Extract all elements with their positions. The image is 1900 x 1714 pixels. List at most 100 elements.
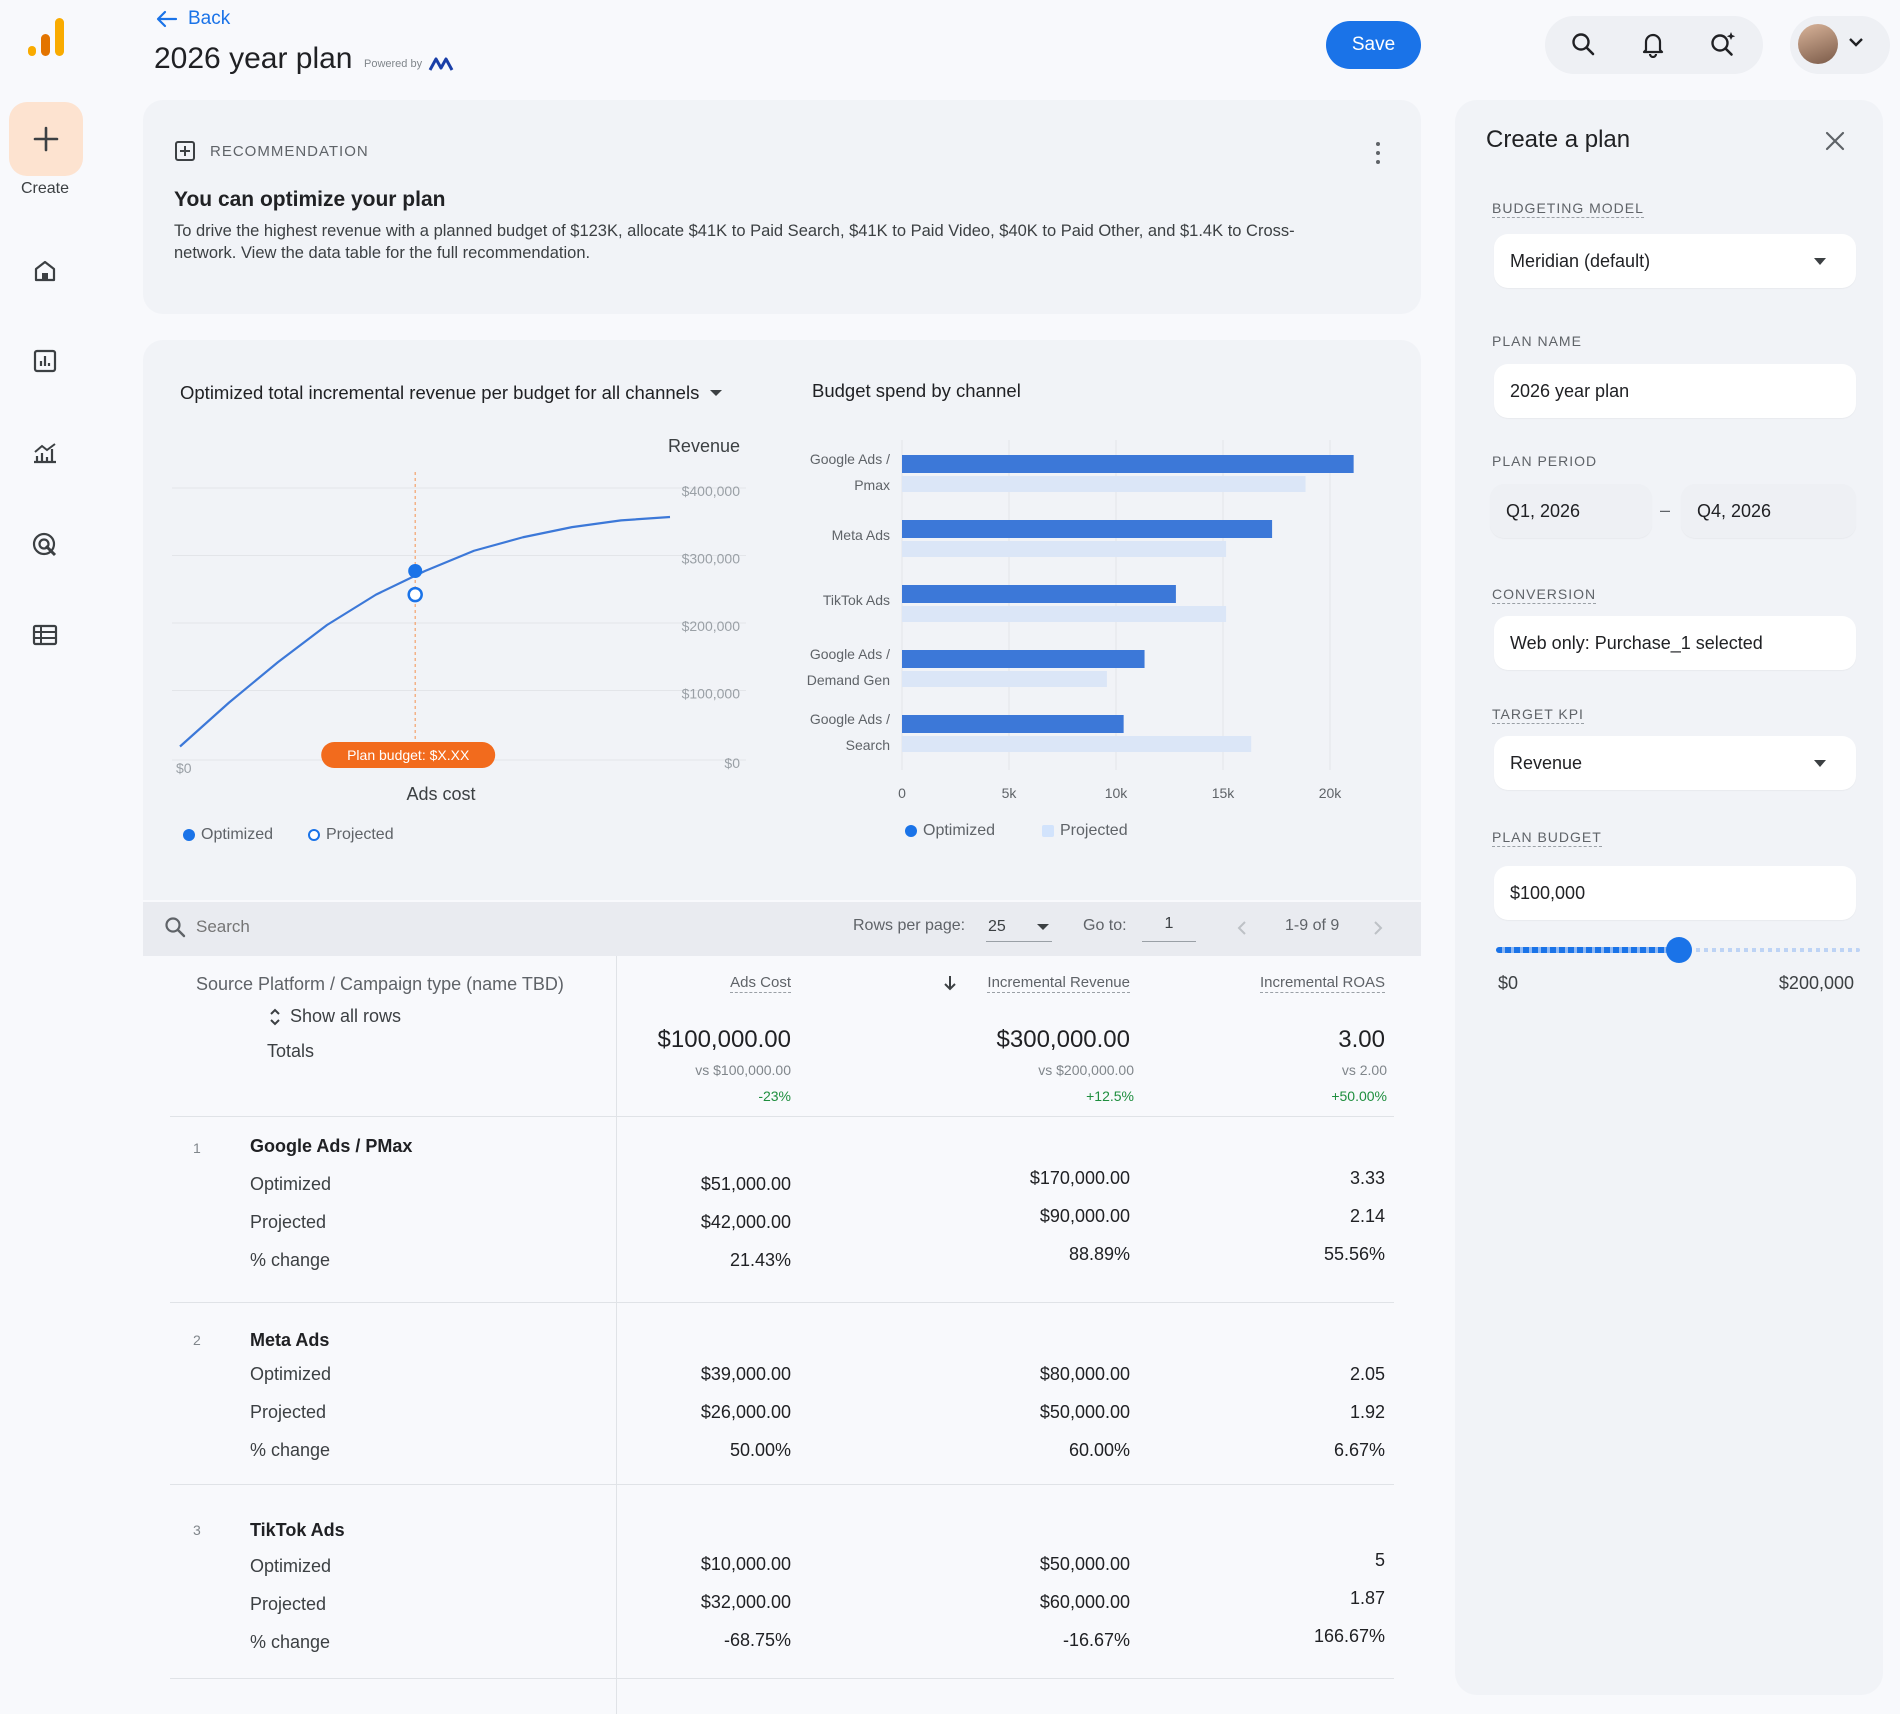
search-icon[interactable]	[1567, 28, 1599, 60]
bar-optimized	[902, 585, 1176, 603]
plan-budget-input[interactable]: $100,000	[1494, 866, 1856, 920]
rows-per-page-select[interactable]: 25	[986, 912, 1052, 942]
create-label: Create	[20, 180, 70, 197]
expand-collapse-icon	[270, 1008, 280, 1025]
bar-legend-projected-swatch	[1042, 825, 1054, 837]
show-all-rows-toggle[interactable]: Show all rows	[268, 1006, 401, 1027]
budgeting-model-value: Meridian (default)	[1510, 250, 1651, 271]
y-tick-label: $100,000	[682, 686, 741, 702]
cell-ads-cost-change: -68.75%	[723, 1630, 791, 1650]
save-button[interactable]: Save	[1326, 21, 1421, 69]
more-options-icon[interactable]	[1370, 138, 1386, 168]
plan-budget-tag-label: Plan budget: $X.XX	[347, 747, 470, 763]
show-all-rows-label: Show all rows	[290, 1006, 402, 1026]
line-chart-title: Optimized total incremental revenue per …	[180, 382, 700, 403]
home-icon[interactable]	[28, 254, 62, 288]
chevron-right-icon[interactable]	[1372, 920, 1384, 936]
period-end-select[interactable]: Q4, 2026	[1681, 484, 1856, 538]
optimized-marker	[408, 564, 423, 578]
row-channel-name[interactable]: Meta Ads	[250, 1330, 330, 1350]
row-divider	[170, 1484, 1394, 1485]
bar-optimized	[902, 520, 1273, 538]
bar-chart: 0 5k 10k 15k 20k Google Ads / Pmax Meta Ads TikT…	[807, 440, 1354, 801]
cell-revenue-change: 88.89%	[1068, 1244, 1130, 1264]
row-divider	[170, 1116, 1394, 1117]
avatar[interactable]	[1798, 24, 1838, 64]
optimized-revenue-line	[179, 515, 671, 748]
plan-name-input[interactable]: 2026 year plan	[1494, 364, 1856, 418]
row-channel-name[interactable]: TikTok Ads	[250, 1520, 345, 1540]
powered-by-label: Powered by	[364, 58, 423, 70]
sort-arrow-down-icon[interactable]	[942, 974, 958, 992]
legend-projected-dot	[308, 829, 320, 841]
table-search-icon[interactable]	[164, 916, 186, 938]
explore-icon[interactable]	[28, 436, 62, 470]
row-number: 3	[193, 1522, 201, 1538]
chevron-down-icon[interactable]	[1848, 36, 1864, 48]
category-label: Demand Gen	[807, 672, 890, 688]
cell-ads-cost-projected: $42,000.00	[700, 1212, 791, 1232]
cell-roas-optimized: 2.05	[1349, 1364, 1385, 1384]
recommendation-icon	[175, 141, 195, 161]
bar-legend-optimized-label: Optimized	[923, 822, 996, 839]
bar-chart-title: Budget spend by channel	[812, 380, 1021, 401]
category-label: Pmax	[854, 477, 890, 493]
col-header-revenue[interactable]: Incremental Revenue	[987, 974, 1130, 993]
cell-ads-cost-optimized: $51,000.00	[700, 1174, 791, 1194]
search-insights-icon[interactable]	[1707, 28, 1739, 60]
total-ads-cost-vs: vs $100,000.00	[695, 1062, 791, 1078]
table-search-input[interactable]	[196, 914, 496, 940]
target-kpi-select[interactable]: Revenue	[1494, 736, 1856, 790]
reports-icon[interactable]	[28, 344, 62, 378]
col-header-roas[interactable]: Incremental ROAS	[1259, 974, 1385, 993]
cell-revenue-projected: $90,000.00	[1039, 1206, 1130, 1226]
bar-optimized	[902, 650, 1145, 668]
conversion-select[interactable]: Web only: Purchase_1 selected	[1494, 616, 1856, 670]
total-revenue: $300,000.00	[996, 1026, 1130, 1053]
category-label: Meta Ads	[832, 527, 890, 543]
line-chart-xlabel: Ads cost	[406, 784, 475, 804]
total-roas-vs: vs 2.00	[1341, 1062, 1387, 1078]
category-label: Search	[846, 737, 890, 753]
period-start-select[interactable]: Q1, 2026	[1490, 484, 1652, 538]
x-tick-label: 15k	[1212, 785, 1236, 801]
create-button[interactable]	[9, 102, 83, 176]
cell-ads-cost-change: 21.43%	[729, 1250, 791, 1270]
advertising-icon[interactable]	[28, 528, 62, 562]
line-chart-title-dropdown[interactable]: Optimized total incremental revenue per …	[180, 382, 723, 404]
analytics-logo-icon[interactable]	[26, 16, 66, 60]
slider-max-label: $200,000	[1778, 973, 1854, 993]
budget-slider-thumb[interactable]	[1666, 937, 1692, 963]
period-separator: –	[1660, 500, 1671, 520]
x-tick-label: 0	[898, 785, 906, 801]
row-number: 2	[193, 1332, 201, 1348]
chevron-left-icon[interactable]	[1236, 920, 1248, 936]
plan-name-label: PLAN NAME	[1492, 333, 1582, 349]
row-channel-name[interactable]: Google Ads / PMax	[250, 1136, 413, 1156]
cell-ads-cost-projected: $26,000.00	[700, 1402, 791, 1422]
bar-projected	[902, 606, 1227, 622]
goto-input[interactable]: 1	[1142, 912, 1196, 942]
category-label: Google Ads /	[810, 646, 890, 662]
target-kpi-label: TARGET KPI	[1492, 706, 1584, 724]
goto-label: Go to:	[1083, 917, 1127, 934]
row-label-optimized: Optimized	[250, 1174, 332, 1194]
cell-ads-cost-optimized: $10,000.00	[700, 1554, 791, 1574]
line-legend-optimized: Optimized	[183, 826, 273, 844]
budgeting-model-select[interactable]: Meridian (default)	[1494, 234, 1856, 288]
bar-legend-projected: Projected	[1042, 822, 1128, 840]
bar-optimized	[902, 455, 1354, 473]
bar-projected	[902, 736, 1252, 752]
total-ads-cost-change: -23%	[758, 1088, 791, 1104]
dropdown-caret-icon	[710, 390, 723, 396]
back-link[interactable]: Back	[156, 8, 230, 30]
line-chart: Revenue Ads cost $400,000 $300,000 $200,00…	[172, 436, 746, 804]
bar-optimized	[902, 715, 1124, 733]
col-header-ads-cost[interactable]: Ads Cost	[730, 974, 791, 993]
table-icon[interactable]	[28, 618, 62, 652]
cell-revenue-change: 60.00%	[1068, 1440, 1130, 1460]
total-roas: 3.00	[1338, 1026, 1385, 1053]
close-icon[interactable]	[1824, 130, 1846, 152]
cell-roas-change: 55.56%	[1323, 1244, 1385, 1264]
notifications-bell-icon[interactable]	[1637, 28, 1669, 60]
